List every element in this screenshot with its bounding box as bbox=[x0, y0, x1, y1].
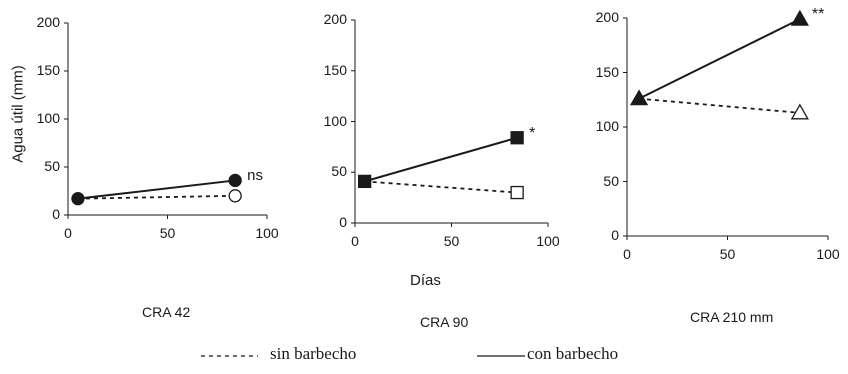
x-tick-label: 100 bbox=[536, 233, 560, 249]
x-tick-label: 0 bbox=[64, 225, 72, 241]
x-tick-label: 0 bbox=[351, 233, 359, 249]
legend-label-sin-barbecho: sin barbecho bbox=[270, 344, 357, 363]
y-tick-label: 200 bbox=[323, 11, 347, 27]
x-axis-title: Días bbox=[410, 272, 441, 289]
y-tick-label: 200 bbox=[595, 9, 619, 25]
x-tick-label: 50 bbox=[159, 225, 176, 241]
panel-title: CRA 210 mm bbox=[690, 309, 774, 325]
y-tick-label: 0 bbox=[611, 227, 619, 243]
sin-barbecho-point bbox=[790, 103, 809, 120]
significance-label: ns bbox=[247, 167, 263, 185]
significance-label: * bbox=[529, 124, 536, 142]
significance-label: ** bbox=[811, 6, 825, 24]
legend-label-con-barbecho: con barbecho bbox=[527, 344, 619, 363]
con-barbecho-line bbox=[364, 136, 518, 183]
sin-barbecho-point bbox=[510, 185, 524, 200]
y-tick-label: 100 bbox=[36, 110, 60, 126]
y-tick-label: 150 bbox=[323, 61, 347, 78]
con-barbecho-line bbox=[638, 18, 801, 100]
sin-barbecho-line bbox=[638, 97, 800, 114]
y-tick-label: 150 bbox=[36, 62, 60, 78]
con-barbecho-line bbox=[77, 179, 236, 200]
sin-barbecho-point bbox=[228, 189, 242, 203]
x-tick-label: 100 bbox=[816, 246, 840, 262]
y-axis-title: Agua útil (mm) bbox=[9, 65, 27, 163]
y-tick-label: 100 bbox=[595, 118, 619, 134]
panel-title: CRA 90 bbox=[420, 314, 469, 330]
start-point bbox=[629, 89, 649, 106]
y-tick-label: 100 bbox=[323, 112, 347, 129]
y-tick-label: 200 bbox=[36, 14, 60, 30]
y-tick-label: 50 bbox=[44, 158, 60, 174]
x-tick-label: 50 bbox=[443, 233, 460, 249]
sin-barbecho-line bbox=[77, 194, 236, 200]
y-tick-label: 50 bbox=[331, 163, 347, 180]
panel-title: CRA 42 bbox=[142, 304, 191, 320]
con-barbecho-point bbox=[790, 9, 809, 26]
x-tick-label: 0 bbox=[623, 246, 631, 262]
y-tick-label: 150 bbox=[595, 63, 619, 80]
y-tick-label: 0 bbox=[52, 206, 60, 222]
con-barbecho-point bbox=[510, 131, 524, 145]
sin-barbecho-line bbox=[364, 180, 518, 194]
y-tick-label: 0 bbox=[339, 214, 347, 230]
x-tick-label: 100 bbox=[255, 225, 279, 241]
start-point bbox=[357, 174, 372, 189]
y-tick-label: 50 bbox=[603, 172, 619, 189]
start-point bbox=[71, 192, 85, 206]
con-barbecho-point bbox=[228, 173, 242, 188]
x-tick-label: 50 bbox=[719, 246, 736, 262]
